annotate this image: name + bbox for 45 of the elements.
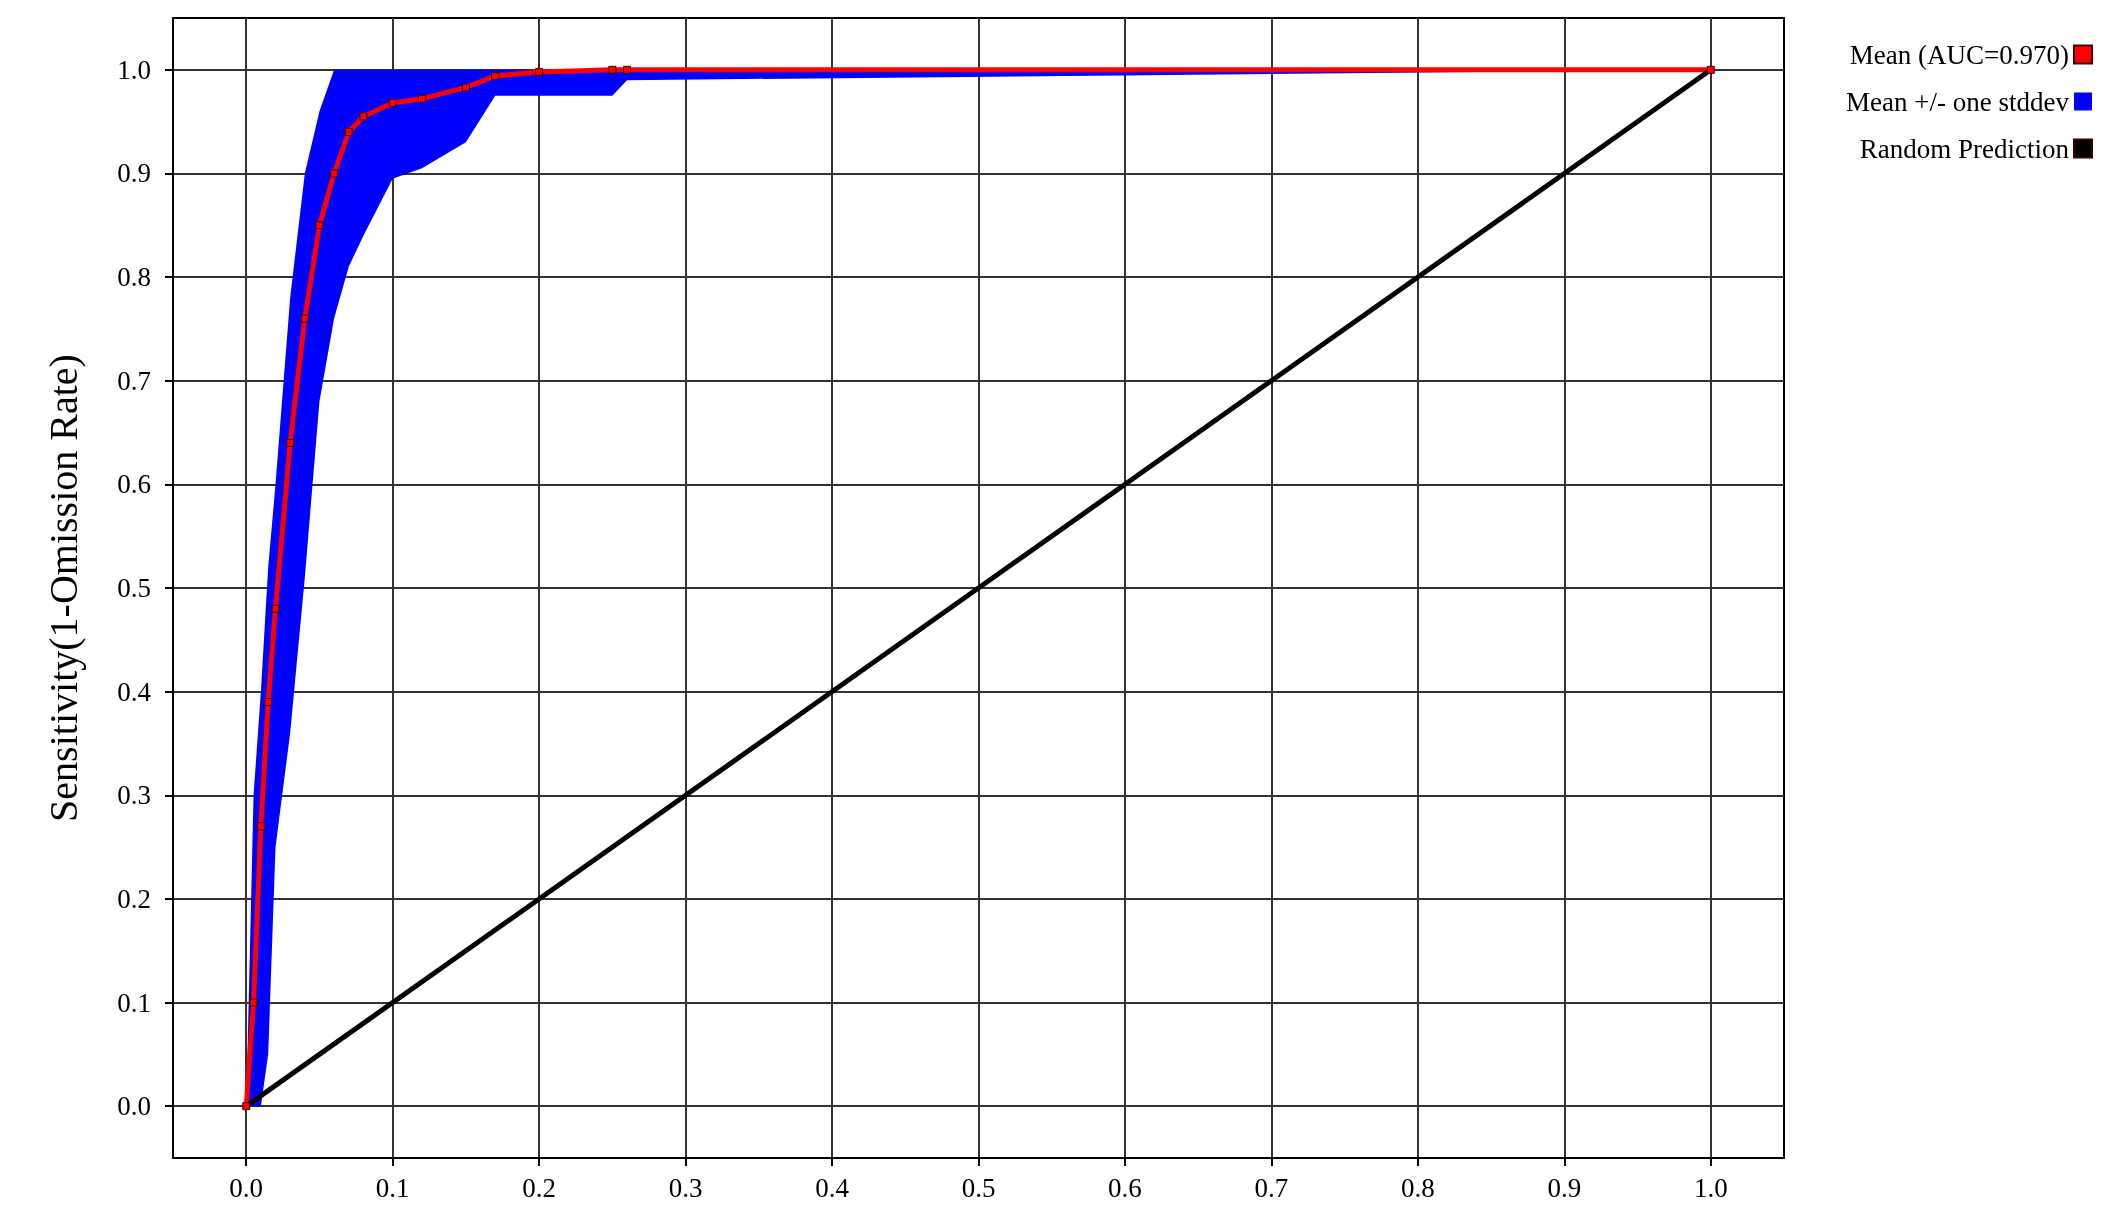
point: [359, 112, 368, 121]
x-tick-label: 1.0: [1693, 1172, 1728, 1203]
point: [315, 221, 324, 230]
x-tick-label: 0.9: [1547, 1172, 1582, 1203]
y-tick-label: 0.8: [117, 262, 151, 293]
point: [330, 169, 339, 178]
point: [535, 67, 544, 76]
x-tick-label: 0.6: [1108, 1172, 1142, 1203]
x-tick-label: 0.5: [961, 1172, 996, 1203]
y-tick-label: 0.2: [117, 883, 151, 914]
point: [417, 94, 426, 103]
y-tick-label: 0.1: [117, 987, 151, 1018]
y-axis-title: Sensitivity(1-Omission Rate): [40, 354, 86, 822]
point: [461, 83, 470, 92]
y-tick-label: 0.3: [117, 780, 151, 811]
x-tick-label: 0.4: [815, 1172, 850, 1203]
y-tick-label: 0.5: [117, 573, 151, 603]
legend-label: Mean +/- one stddev: [1846, 86, 2070, 117]
y-tick-label: 1.0: [117, 54, 151, 85]
point: [1706, 65, 1715, 74]
point: [300, 314, 309, 323]
point: [388, 98, 397, 107]
point: [264, 698, 273, 706]
point: [286, 438, 295, 447]
legend-label: Mean (AUC=0.970): [1849, 39, 2069, 70]
y-tick-label: 0.9: [117, 158, 151, 189]
point: [491, 72, 500, 81]
point: [242, 1102, 251, 1111]
x-tick-label: 0.8: [1400, 1172, 1435, 1203]
x-tick-label: 0.1: [375, 1172, 410, 1203]
point: [271, 604, 280, 613]
x-tick-label: 0.7: [1254, 1172, 1289, 1203]
x-tick-label: 0.2: [522, 1172, 557, 1203]
y-tick-label: 0.7: [117, 365, 151, 396]
x-tick-label: 0.0: [229, 1172, 264, 1203]
point: [249, 998, 258, 1007]
point: [256, 822, 265, 831]
x-tick-label: 0.3: [668, 1172, 703, 1203]
point: [344, 128, 353, 136]
point: [608, 65, 617, 74]
y-tick-label: 0.0: [117, 1091, 151, 1122]
y-tick-label: 0.4: [117, 676, 152, 707]
legend-label: Random Prediction: [1859, 133, 2070, 164]
point: [623, 65, 632, 74]
y-tick-label: 0.6: [117, 469, 151, 500]
